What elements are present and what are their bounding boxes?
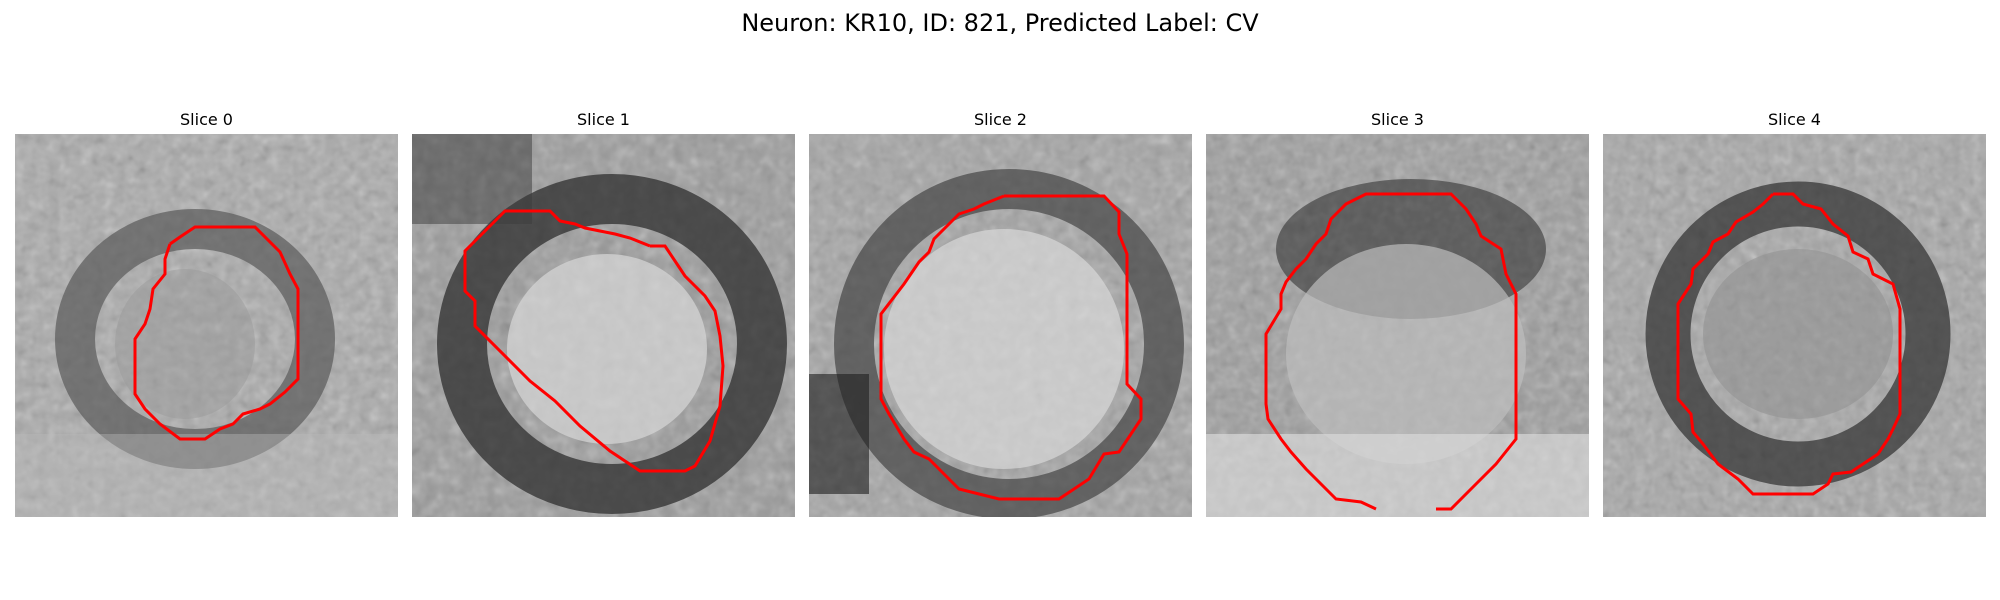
slice-image-2: [809, 134, 1192, 517]
slice-image-4: [1603, 134, 1986, 517]
slice-image-3: [1206, 134, 1589, 517]
slice-panel-0: Slice 0: [15, 108, 398, 517]
slice-panel-4: Slice 4: [1603, 108, 1986, 517]
slice-title-0: Slice 0: [180, 110, 233, 129]
slice-panel-1: Slice 1: [412, 108, 795, 517]
contour-4: [1676, 192, 1902, 496]
slice-panel-3: Slice 3: [1206, 108, 1589, 517]
contour-0: [133, 225, 300, 441]
slice-image-0: [15, 134, 398, 517]
figure-title: Neuron: KR10, ID: 821, Predicted Label: …: [741, 9, 1259, 37]
slice-image-1: [412, 134, 795, 517]
slice-panel-2: Slice 2: [809, 108, 1192, 517]
contour-3: [1264, 192, 1518, 511]
slice-title-4: Slice 4: [1768, 110, 1821, 129]
contour-1: [463, 209, 725, 473]
slice-title-2: Slice 2: [974, 110, 1027, 129]
slice-title-3: Slice 3: [1371, 110, 1424, 129]
contour-2: [879, 194, 1143, 501]
slice-title-1: Slice 1: [577, 110, 630, 129]
